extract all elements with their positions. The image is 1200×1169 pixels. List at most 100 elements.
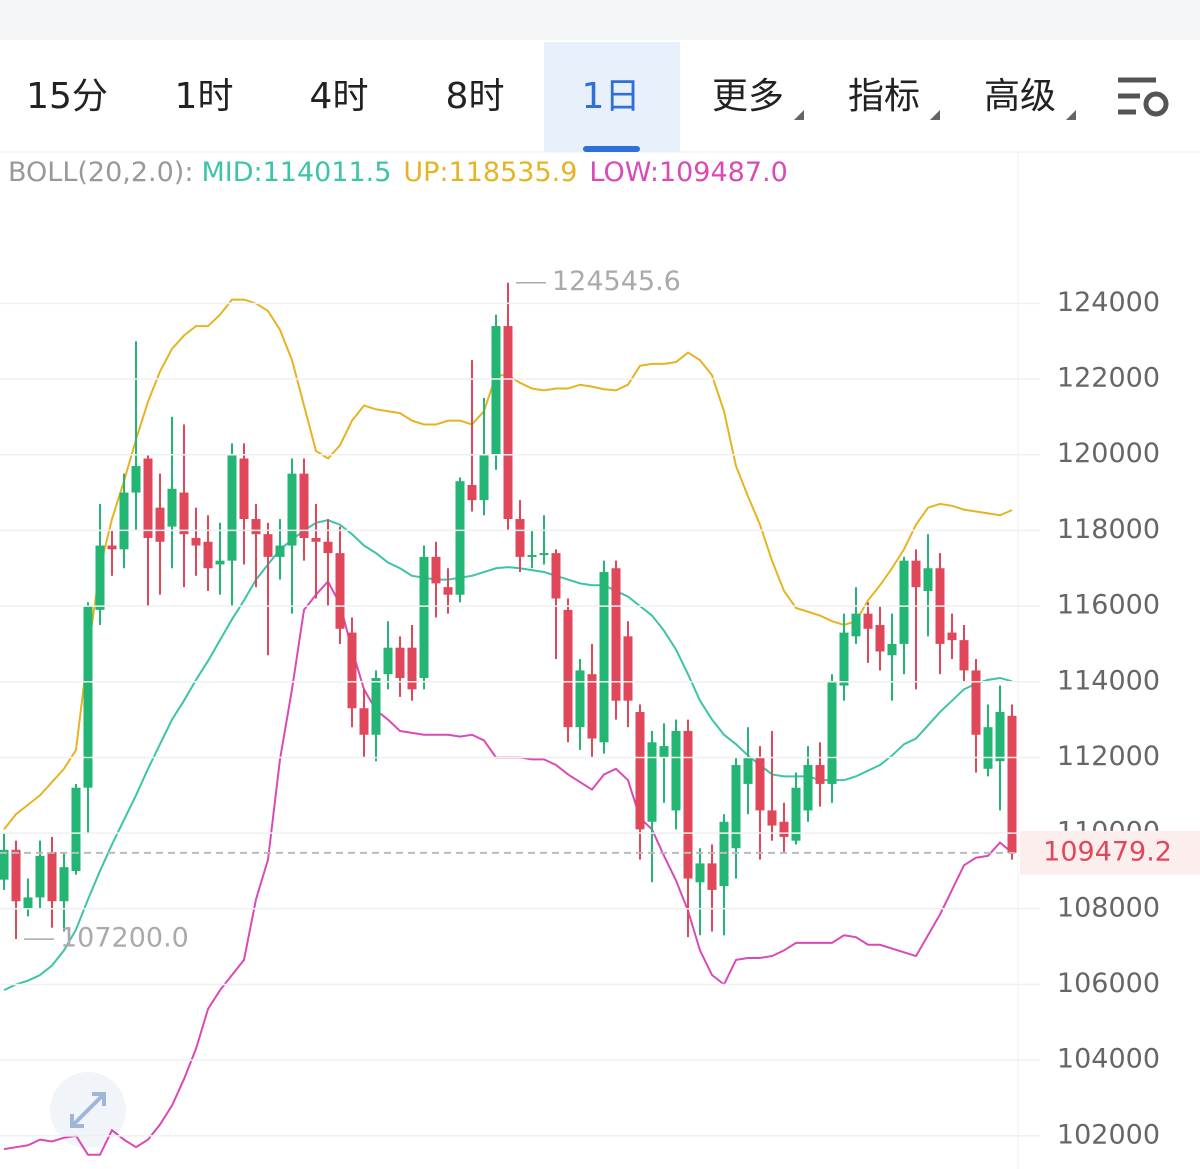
candle-body	[647, 742, 657, 822]
candle-body	[59, 867, 69, 902]
candle-body	[755, 757, 765, 811]
candle-body	[887, 643, 897, 656]
candle-body	[11, 849, 21, 902]
dropdown-triangle	[930, 110, 940, 120]
candle-body	[479, 454, 489, 501]
last-price-box	[1020, 830, 1200, 875]
candle-body	[227, 454, 237, 561]
candle-body	[779, 821, 789, 837]
candle-body	[311, 537, 321, 542]
extreme-label: 124545.6	[552, 266, 681, 297]
candle-body	[419, 556, 429, 678]
candle-body	[467, 484, 477, 501]
candle-body	[875, 624, 885, 652]
candle-body	[959, 640, 969, 671]
y-tick-label: 102000	[1057, 1119, 1160, 1150]
candle-body	[95, 545, 105, 610]
candle-body	[683, 730, 693, 879]
candle-body	[827, 681, 837, 784]
tab[interactable]: 1时	[175, 76, 234, 117]
y-tick-label: 104000	[1057, 1044, 1160, 1075]
active-tab-bg	[544, 42, 680, 152]
candle-body	[947, 632, 957, 641]
dropdown-triangle	[794, 110, 804, 120]
y-tick-label: 116000	[1057, 590, 1160, 621]
tab[interactable]: 8时	[446, 76, 505, 117]
candle-body	[599, 572, 609, 743]
candle-body	[443, 587, 453, 595]
candle-body	[323, 541, 333, 554]
candle-body	[203, 541, 213, 569]
y-tick-label: 118000	[1057, 514, 1160, 545]
candle-body	[455, 481, 465, 595]
active-tab-indicator	[583, 146, 640, 152]
candle-body	[671, 730, 681, 811]
candle-body	[923, 568, 933, 591]
candle-body	[143, 458, 153, 538]
tab[interactable]: 4时	[310, 76, 369, 117]
candle-body	[791, 787, 801, 841]
candle-body	[335, 553, 345, 629]
candle-body	[707, 863, 717, 890]
candle-body	[839, 632, 849, 686]
candle-body	[407, 647, 417, 690]
top-strip	[0, 0, 1200, 40]
candle-body	[911, 560, 921, 588]
legend-entry: LOW:109487.0	[589, 157, 787, 188]
candle-body	[515, 519, 525, 557]
candle-body	[119, 492, 129, 550]
tab[interactable]: 高级	[984, 76, 1056, 117]
y-tick-label: 114000	[1057, 665, 1160, 696]
candle-body	[983, 727, 993, 769]
expand-arrows	[70, 1092, 106, 1128]
candle-body	[347, 632, 357, 709]
indicator-header: BOLL(20,2.0): MID:114011.5 UP:118535.9 LOW:…	[8, 157, 788, 188]
band-line	[3, 519, 1013, 992]
candle-body	[551, 553, 561, 599]
y-tick-label: 122000	[1057, 363, 1160, 394]
candle-body	[803, 765, 813, 811]
dropdown-triangle	[1066, 110, 1076, 120]
candle-body	[731, 765, 741, 849]
candle-body	[251, 519, 261, 535]
candle-body	[263, 534, 273, 557]
candle-body	[395, 647, 405, 678]
candle-body	[179, 492, 189, 535]
candle-body	[35, 855, 45, 898]
settings-icon[interactable]	[1118, 77, 1169, 117]
candle-body	[719, 821, 729, 887]
candle-body	[215, 560, 225, 565]
tab[interactable]: 指标	[848, 76, 920, 117]
candle-body	[359, 708, 369, 735]
candle-body	[995, 712, 1005, 762]
candle-body	[563, 609, 573, 728]
candle-body	[587, 674, 597, 739]
candle-body	[71, 787, 81, 871]
plot	[0, 282, 1017, 1156]
candle-body	[695, 863, 705, 883]
candle-body	[659, 746, 669, 758]
candle-body	[527, 554, 537, 557]
candle-body	[851, 613, 861, 637]
candle-body	[275, 545, 285, 557]
candle-body	[239, 458, 249, 520]
candle-body	[611, 568, 621, 701]
tab[interactable]: 15分	[26, 76, 108, 117]
indicator-name: BOLL(20,2.0):	[8, 157, 193, 188]
extreme-label: 107200.0	[60, 923, 189, 954]
candle-body	[503, 326, 513, 520]
expand-button[interactable]	[50, 1072, 126, 1148]
candle-body	[47, 852, 57, 902]
legend-entry: UP:118535.9	[403, 157, 577, 188]
candle-body	[491, 326, 501, 455]
y-tick-label: 120000	[1057, 438, 1160, 469]
candle-body	[131, 466, 141, 493]
candle-body	[23, 897, 33, 909]
tab[interactable]: 1日	[582, 76, 641, 117]
candle-body	[83, 606, 93, 788]
tab[interactable]: 更多	[712, 76, 784, 117]
y-tick-label: 108000	[1057, 892, 1160, 923]
candle-body	[107, 545, 117, 550]
candle-body	[299, 473, 309, 538]
